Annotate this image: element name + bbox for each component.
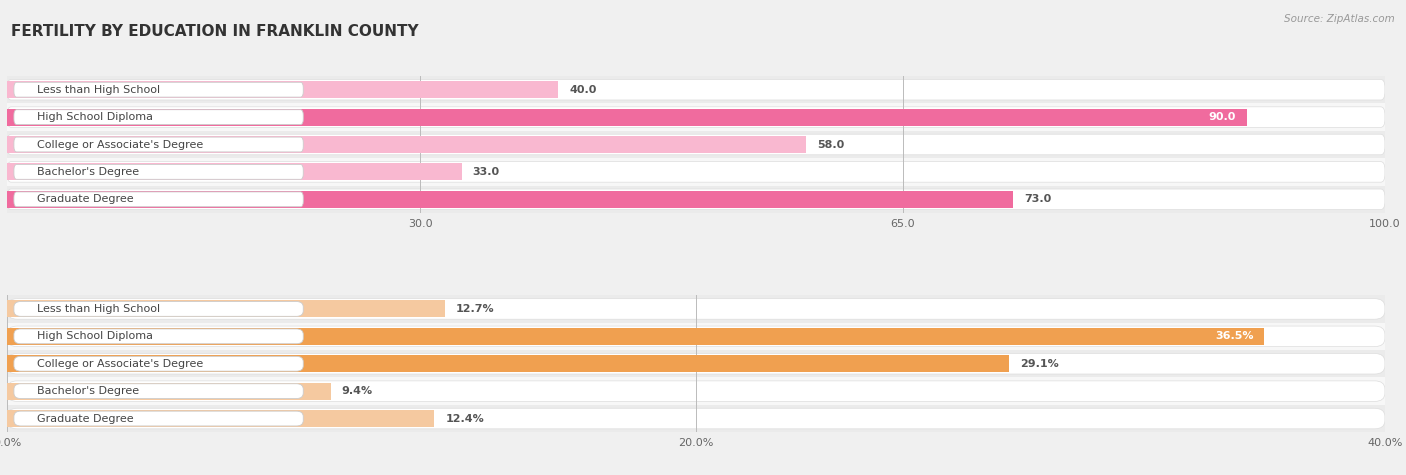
- Text: Less than High School: Less than High School: [38, 85, 160, 95]
- Bar: [7, 300, 444, 317]
- Text: Bachelor's Degree: Bachelor's Degree: [38, 167, 139, 177]
- Text: 12.4%: 12.4%: [446, 414, 484, 424]
- Bar: [7, 163, 461, 180]
- Text: 90.0: 90.0: [1209, 112, 1236, 122]
- Text: Graduate Degree: Graduate Degree: [38, 414, 134, 424]
- Circle shape: [14, 384, 32, 399]
- Bar: [7, 410, 434, 427]
- Bar: [7, 136, 806, 153]
- Text: FERTILITY BY EDUCATION IN FRANKLIN COUNTY: FERTILITY BY EDUCATION IN FRANKLIN COUNT…: [11, 24, 419, 39]
- FancyBboxPatch shape: [14, 110, 304, 124]
- FancyBboxPatch shape: [7, 134, 1385, 155]
- FancyBboxPatch shape: [14, 384, 304, 399]
- Circle shape: [20, 164, 27, 180]
- Text: High School Diploma: High School Diploma: [38, 112, 153, 122]
- Bar: [7, 131, 1385, 158]
- Text: 73.0: 73.0: [1024, 194, 1052, 204]
- Circle shape: [20, 192, 27, 207]
- Bar: [7, 109, 1247, 125]
- Bar: [7, 383, 330, 399]
- Text: 12.7%: 12.7%: [456, 304, 494, 314]
- Bar: [7, 328, 1264, 345]
- Bar: [7, 378, 1385, 405]
- Circle shape: [14, 302, 32, 316]
- Circle shape: [14, 411, 32, 426]
- Text: College or Associate's Degree: College or Associate's Degree: [38, 359, 204, 369]
- FancyBboxPatch shape: [14, 164, 304, 180]
- Bar: [7, 355, 1010, 372]
- FancyBboxPatch shape: [7, 189, 1385, 209]
- Circle shape: [20, 137, 27, 152]
- FancyBboxPatch shape: [7, 408, 1385, 429]
- Text: 33.0: 33.0: [472, 167, 501, 177]
- Bar: [7, 323, 1385, 350]
- FancyBboxPatch shape: [7, 326, 1385, 347]
- Bar: [7, 350, 1385, 378]
- FancyBboxPatch shape: [14, 356, 304, 371]
- FancyBboxPatch shape: [14, 82, 304, 97]
- Circle shape: [20, 82, 27, 97]
- Text: 36.5%: 36.5%: [1215, 332, 1253, 342]
- Text: 58.0: 58.0: [817, 140, 845, 150]
- Text: 40.0: 40.0: [569, 85, 596, 95]
- Text: College or Associate's Degree: College or Associate's Degree: [38, 140, 204, 150]
- Bar: [7, 295, 1385, 323]
- Circle shape: [14, 329, 32, 344]
- Bar: [7, 81, 558, 98]
- FancyBboxPatch shape: [7, 353, 1385, 374]
- FancyBboxPatch shape: [14, 302, 304, 316]
- Text: High School Diploma: High School Diploma: [38, 332, 153, 342]
- Text: Bachelor's Degree: Bachelor's Degree: [38, 386, 139, 396]
- FancyBboxPatch shape: [14, 192, 304, 207]
- FancyBboxPatch shape: [14, 137, 304, 152]
- FancyBboxPatch shape: [14, 411, 304, 426]
- Circle shape: [14, 356, 32, 371]
- FancyBboxPatch shape: [7, 162, 1385, 182]
- Text: Graduate Degree: Graduate Degree: [38, 194, 134, 204]
- FancyBboxPatch shape: [7, 381, 1385, 401]
- FancyBboxPatch shape: [7, 299, 1385, 319]
- Text: Source: ZipAtlas.com: Source: ZipAtlas.com: [1284, 14, 1395, 24]
- Bar: [7, 76, 1385, 104]
- Bar: [7, 405, 1385, 432]
- FancyBboxPatch shape: [7, 107, 1385, 127]
- Text: Less than High School: Less than High School: [38, 304, 160, 314]
- FancyBboxPatch shape: [14, 329, 304, 344]
- Text: 29.1%: 29.1%: [1021, 359, 1059, 369]
- Bar: [7, 191, 1012, 208]
- Circle shape: [20, 110, 27, 124]
- Bar: [7, 186, 1385, 213]
- FancyBboxPatch shape: [7, 79, 1385, 100]
- Bar: [7, 104, 1385, 131]
- Bar: [7, 158, 1385, 186]
- Text: 9.4%: 9.4%: [342, 386, 373, 396]
